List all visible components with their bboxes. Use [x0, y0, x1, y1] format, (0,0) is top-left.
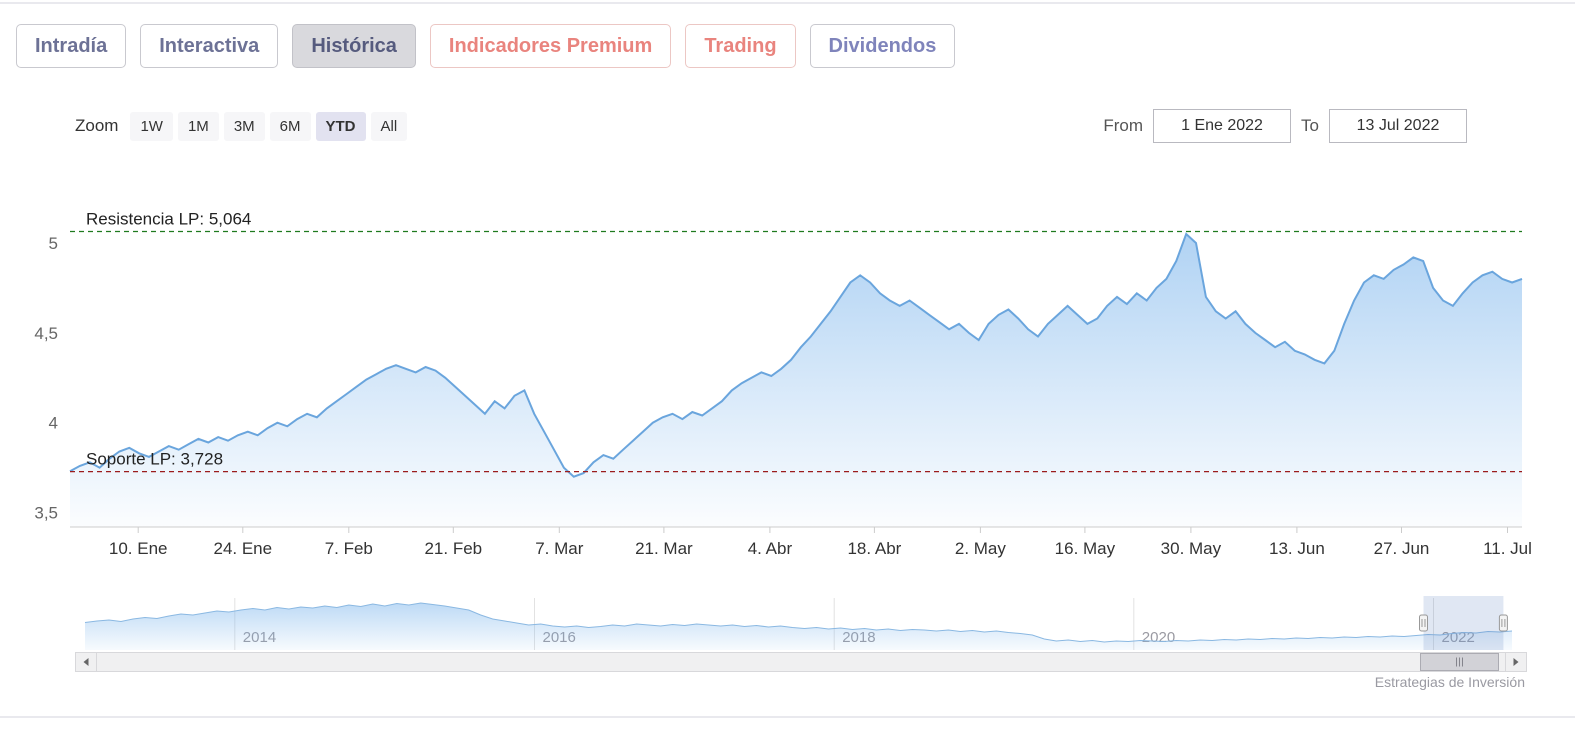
- y-axis-label: 5: [49, 234, 58, 253]
- x-axis-label: 4. Abr: [748, 539, 793, 558]
- scrollbar-left-arrow-icon[interactable]: [76, 653, 97, 671]
- support-label: Soporte LP: 3,728: [86, 450, 223, 469]
- price-area-fill: [70, 234, 1522, 527]
- x-axis-label: 11. Jul: [1483, 539, 1532, 558]
- scrollbar-thumb[interactable]: [1420, 653, 1499, 671]
- tab-indicadores-premium[interactable]: Indicadores Premium: [429, 24, 672, 68]
- range-button-6m[interactable]: 6M: [269, 111, 311, 141]
- scrollbar[interactable]: [75, 652, 1527, 672]
- zoom-label: Zoom: [75, 116, 119, 135]
- navigator-left-handle[interactable]: [1419, 614, 1428, 632]
- x-axis-label: 7. Mar: [535, 539, 584, 558]
- x-axis-label: 24. Ene: [213, 539, 272, 558]
- chart-tabs: Intradía Interactiva Histórica Indicadores …: [16, 24, 956, 68]
- from-label: From: [1103, 116, 1144, 135]
- credit-text: Estrategias de Inversión: [1374, 674, 1525, 690]
- range-button-1m[interactable]: 1M: [177, 111, 219, 141]
- x-axis-label: 10. Ene: [109, 539, 168, 558]
- x-axis-label: 21. Mar: [635, 539, 693, 558]
- navigator-selection-mask[interactable]: [1423, 596, 1504, 650]
- to-label: To: [1301, 116, 1319, 135]
- x-axis-label: 21. Feb: [424, 539, 482, 558]
- x-axis-label: 16. May: [1055, 539, 1116, 558]
- scrollbar-right-arrow-icon[interactable]: [1505, 653, 1526, 671]
- range-selector: 1W 1M 3M 6M YTD All: [130, 111, 408, 141]
- range-button-1w[interactable]: 1W: [130, 111, 173, 141]
- tab-historica[interactable]: Histórica: [292, 24, 416, 68]
- range-button-all[interactable]: All: [370, 111, 408, 141]
- x-axis-label: 27. Jun: [1374, 539, 1430, 558]
- x-axis-label: 2. May: [955, 539, 1007, 558]
- navigator-area-fill: [85, 603, 1512, 650]
- resistance-label: Resistencia LP: 5,064: [86, 210, 251, 229]
- x-axis-label: 13. Jun: [1269, 539, 1325, 558]
- tab-dividendos[interactable]: Dividendos: [809, 24, 956, 68]
- tab-trading[interactable]: Trading: [685, 24, 796, 68]
- range-button-3m[interactable]: 3M: [223, 111, 265, 141]
- x-axis-label: 7. Feb: [325, 539, 373, 558]
- navigator[interactable]: 20142016201820202022: [0, 596, 1545, 656]
- y-axis-label: 3,5: [34, 504, 58, 523]
- main-chart[interactable]: Resistencia LP: 5,064 Soporte LP: 3,728 5 4…: [0, 185, 1545, 585]
- to-date-input[interactable]: [1329, 109, 1467, 143]
- from-date-input[interactable]: [1153, 109, 1292, 143]
- x-axis-label: 30. May: [1161, 539, 1222, 558]
- scrollbar-grip-icon: [1455, 657, 1464, 667]
- navigator-right-handle[interactable]: [1498, 614, 1508, 632]
- range-button-ytd[interactable]: YTD: [315, 111, 366, 141]
- date-range-controls: From To: [1103, 109, 1467, 143]
- x-axis-label: 18. Abr: [847, 539, 901, 558]
- tab-interactiva[interactable]: Interactiva: [140, 24, 279, 68]
- y-axis-label: 4: [49, 414, 58, 433]
- y-axis-label: 4,5: [34, 324, 58, 343]
- navigator-line: [84, 602, 1513, 643]
- tab-intradia[interactable]: Intradía: [16, 24, 127, 68]
- price-line: [69, 232, 1523, 478]
